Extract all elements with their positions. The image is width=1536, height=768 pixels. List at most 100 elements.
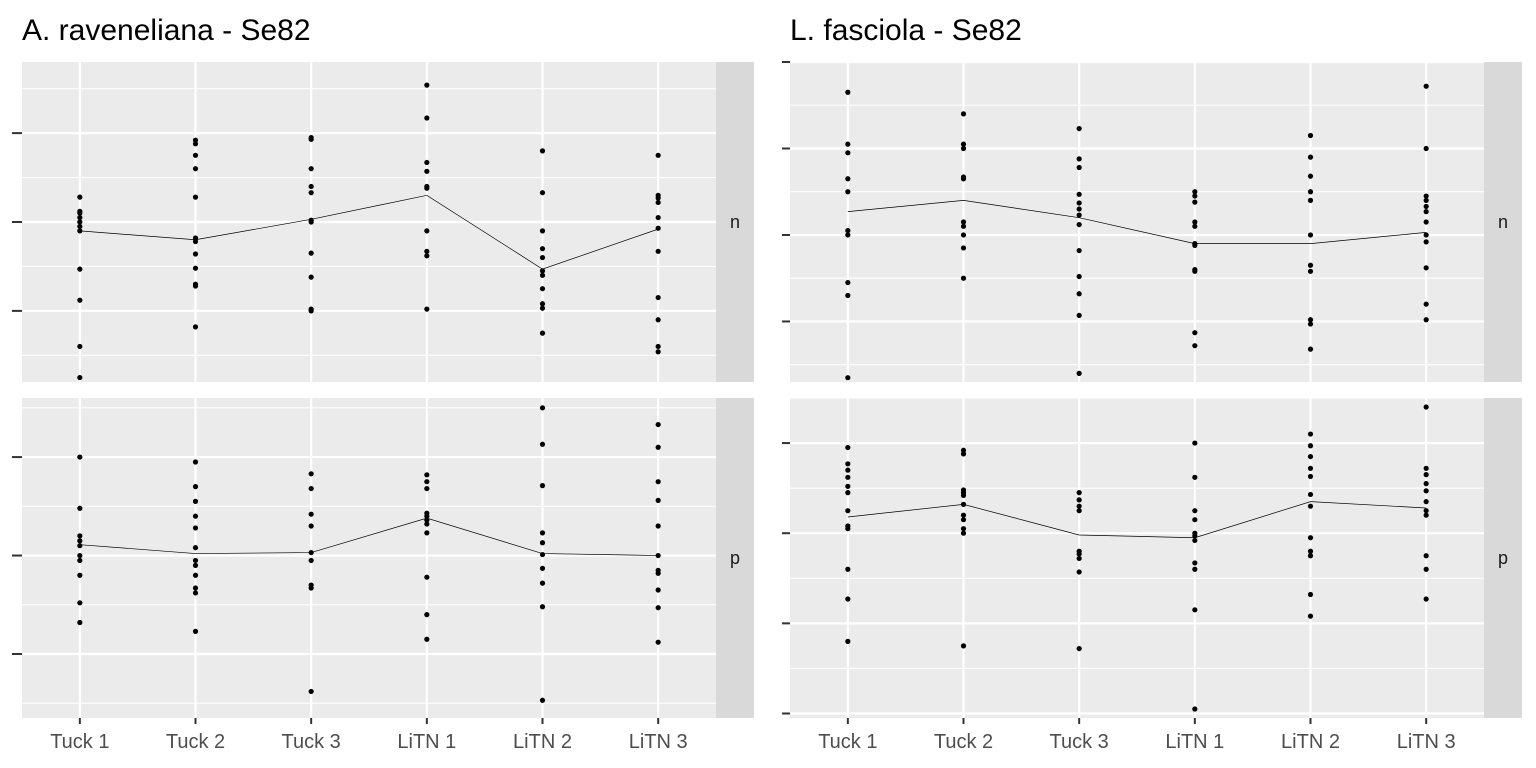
data-point: [192, 484, 199, 490]
data-point: [845, 232, 851, 238]
data-point: [192, 525, 199, 531]
data-point: [539, 565, 546, 571]
data-point: [308, 219, 314, 225]
facet-n: n: [782, 60, 1522, 382]
data-point: [655, 444, 661, 450]
data-point: [1423, 317, 1429, 323]
data-point: [1192, 560, 1198, 566]
data-point: [1423, 232, 1429, 238]
data-point: [77, 572, 83, 578]
data-point: [655, 349, 661, 355]
data-point: [1076, 221, 1082, 228]
data-point: [1307, 317, 1314, 323]
data-point: [845, 375, 851, 381]
data-point: [1423, 404, 1429, 410]
x-tick-label: Tuck 2: [166, 731, 225, 753]
data-point: [960, 111, 967, 117]
data-point: [1192, 533, 1198, 539]
data-point: [960, 512, 967, 518]
data-point: [845, 292, 851, 299]
data-point: [308, 308, 314, 314]
data-point: [192, 238, 199, 245]
data-point: [1076, 370, 1082, 376]
data-point: [1423, 193, 1429, 199]
data-point: [192, 628, 199, 634]
data-point: [1423, 209, 1429, 215]
data-point: [424, 521, 430, 527]
panel-background: [790, 62, 1484, 382]
data-point: [539, 254, 546, 261]
data-point: [845, 189, 851, 195]
data-point: [960, 275, 967, 281]
data-point: [960, 145, 967, 152]
data-point: [1192, 537, 1198, 544]
data-point: [1076, 191, 1082, 197]
data-point: [192, 562, 199, 568]
data-point: [192, 283, 199, 289]
data-point: [655, 421, 661, 428]
data-point: [192, 459, 199, 465]
data-point: [1307, 346, 1314, 352]
data-point: [308, 136, 314, 142]
data-point: [1423, 508, 1429, 514]
data-point: [1307, 262, 1314, 268]
data-point: [845, 483, 851, 489]
data-point: [192, 194, 199, 200]
data-point: [1307, 465, 1314, 471]
data-point: [539, 483, 546, 489]
data-point: [655, 587, 661, 593]
data-point: [1192, 566, 1198, 572]
data-point: [539, 268, 546, 274]
data-point: [1307, 553, 1314, 559]
data-point: [308, 557, 314, 564]
data-point: [1423, 499, 1429, 505]
data-point: [845, 596, 851, 602]
data-point: [539, 148, 546, 154]
data-point: [655, 152, 661, 158]
data-point: [1423, 83, 1429, 89]
x-tick-label: LiTN 2: [1281, 731, 1340, 753]
data-point: [1192, 242, 1198, 248]
facet-strip-label: p: [730, 548, 740, 568]
data-point: [77, 214, 83, 221]
data-point: [960, 141, 967, 147]
data-point: [77, 557, 83, 564]
data-point: [1076, 212, 1082, 218]
data-point: [77, 210, 83, 216]
data-point: [539, 228, 546, 234]
data-point: [1192, 343, 1198, 349]
data-point: [1307, 591, 1314, 598]
data-point: [845, 176, 851, 182]
data-point: [1423, 465, 1429, 471]
x-tick-label: LiTN 1: [1165, 731, 1224, 753]
data-point: [1192, 517, 1198, 523]
data-point: [960, 223, 967, 229]
data-point: [308, 183, 314, 190]
data-point: [1307, 473, 1314, 480]
data-point: [1423, 197, 1429, 203]
data-point: [424, 253, 430, 259]
data-point: [192, 141, 199, 147]
data-point: [424, 517, 430, 523]
data-point: [845, 474, 851, 480]
data-point: [1076, 555, 1082, 562]
data-point: [424, 82, 430, 88]
data-point: [845, 150, 851, 156]
data-point: [655, 523, 661, 529]
data-point: [424, 612, 430, 618]
data-point: [1076, 247, 1082, 254]
data-point: [960, 526, 967, 532]
x-tick-label: Tuck 3: [282, 731, 341, 753]
panel-background: [22, 398, 716, 718]
data-point: [1307, 491, 1314, 498]
data-point: [192, 324, 199, 330]
data-point: [960, 447, 967, 453]
data-point: [77, 266, 83, 272]
data-point: [1192, 508, 1198, 514]
data-point: [960, 245, 967, 251]
data-point: [192, 557, 199, 564]
data-point: [1307, 613, 1314, 619]
data-point: [424, 159, 430, 166]
data-point: [655, 639, 661, 645]
facet-strip: [716, 398, 754, 718]
